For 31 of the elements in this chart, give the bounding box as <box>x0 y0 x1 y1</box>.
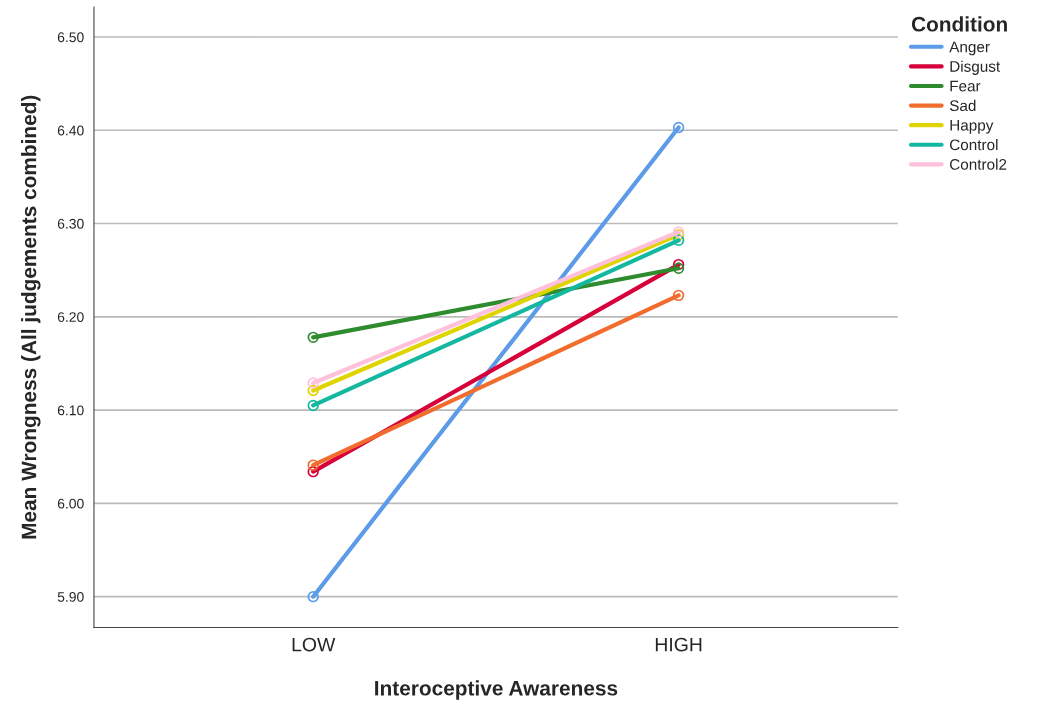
point <box>307 399 319 412</box>
legend-label: Anger <box>949 41 990 56</box>
y-tick-label: 5.90 <box>57 591 84 602</box>
y-axis-title: Mean Wrongness (All judgements combined) <box>21 95 41 539</box>
point <box>307 384 319 397</box>
legend-label: Disgust <box>950 60 1001 75</box>
point <box>307 590 319 603</box>
point <box>307 331 319 344</box>
legend-label: Happy <box>950 119 994 134</box>
y-tick-label: 6.50 <box>57 32 84 43</box>
y-tick-label: 6.30 <box>57 218 84 229</box>
point <box>672 258 685 271</box>
y-tick-label: 6.00 <box>57 498 84 509</box>
legend-label: Control <box>950 139 998 151</box>
point <box>307 465 319 478</box>
x-tick-label: LOW <box>292 637 336 652</box>
legend-title: Condition <box>911 16 1007 32</box>
point <box>672 289 685 302</box>
point <box>307 377 319 389</box>
point <box>672 234 685 247</box>
y-tick-label: 6.40 <box>57 125 84 136</box>
legend-label: Control2 <box>950 158 1007 170</box>
x-axis-title: Interoceptive Awareness <box>375 680 618 700</box>
x-tick-label: HIGH <box>655 637 702 652</box>
point <box>307 459 319 471</box>
legend-label: Fear <box>950 80 981 92</box>
y-tick-label: 6.10 <box>57 405 84 416</box>
point <box>672 121 685 134</box>
legend-label: Sad <box>949 99 976 112</box>
point <box>672 262 685 275</box>
y-tick-label: 6.20 <box>57 312 84 322</box>
